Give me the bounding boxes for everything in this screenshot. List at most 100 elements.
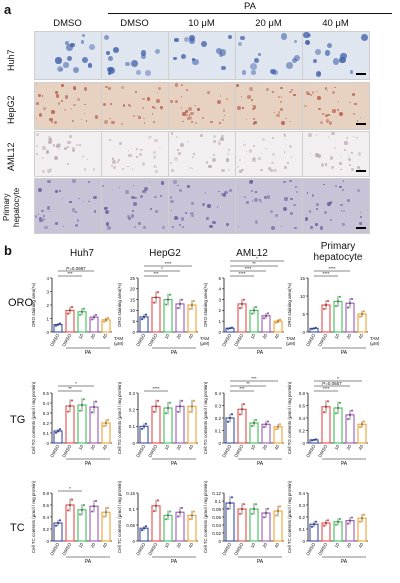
stain-dot bbox=[186, 113, 188, 116]
stain-dot bbox=[289, 90, 292, 93]
x-tick-label: 40 bbox=[358, 542, 365, 549]
y-tick-label: 0.08 bbox=[212, 507, 221, 512]
stain-dot bbox=[342, 209, 346, 213]
stain-dot bbox=[142, 189, 147, 194]
stain-dot bbox=[36, 101, 39, 105]
pa-group-label: PA bbox=[85, 461, 92, 467]
y-tick-label: 0 bbox=[46, 330, 49, 335]
stain-dot bbox=[293, 55, 300, 61]
stain-dot bbox=[272, 153, 276, 157]
stain-dot bbox=[197, 108, 200, 111]
data-point bbox=[70, 306, 74, 309]
stain-dot bbox=[201, 117, 204, 120]
stain-dot bbox=[181, 226, 184, 228]
stain-dot bbox=[35, 215, 38, 218]
data-point bbox=[140, 427, 144, 430]
data-point bbox=[326, 400, 330, 403]
stain-dot bbox=[205, 216, 210, 221]
pa-group-label: PA bbox=[85, 350, 92, 356]
x-tick-label: 20 bbox=[90, 444, 97, 451]
scale-bar bbox=[356, 73, 366, 75]
stain-dot bbox=[182, 112, 186, 116]
stain-dot bbox=[252, 108, 255, 111]
y-tick-label: 0 bbox=[46, 539, 49, 544]
x-tick-label: 40 bbox=[274, 542, 281, 549]
y-tick-label: 0.6 bbox=[299, 403, 306, 408]
stain-dot bbox=[259, 199, 261, 201]
data-point bbox=[102, 424, 106, 428]
y-tick-label: 0.8 bbox=[299, 391, 306, 396]
data-point bbox=[238, 413, 242, 416]
stain-dot bbox=[160, 181, 165, 186]
stain-dot bbox=[315, 207, 318, 211]
stain-dot bbox=[137, 116, 141, 119]
data-point bbox=[66, 312, 70, 315]
stain-dot bbox=[117, 158, 121, 162]
stain-dot bbox=[173, 179, 177, 184]
stain-dot bbox=[50, 168, 53, 171]
data-point bbox=[180, 298, 184, 301]
x-tick-label: DMSO bbox=[305, 542, 316, 557]
data-point bbox=[70, 498, 74, 501]
stain-dot bbox=[252, 144, 255, 147]
data-point bbox=[152, 509, 156, 513]
y-tick-label: 0.12 bbox=[212, 491, 221, 496]
stain-dot bbox=[254, 220, 259, 224]
pa-header-line bbox=[108, 13, 392, 14]
stain-dot bbox=[280, 33, 288, 41]
data-point bbox=[350, 409, 354, 412]
stain-dot bbox=[187, 115, 192, 120]
stain-dot bbox=[358, 222, 363, 226]
y-tick-label: 0.4 bbox=[43, 515, 50, 520]
micrograph-tile bbox=[34, 82, 102, 130]
scale-bar bbox=[356, 170, 366, 172]
stain-dot bbox=[238, 158, 242, 162]
stain-dot bbox=[77, 98, 81, 102]
y-tick-label: 0.2 bbox=[129, 407, 136, 412]
stain-dot bbox=[318, 107, 322, 111]
micrograph-tile bbox=[302, 31, 370, 80]
scale-bar bbox=[356, 227, 366, 229]
stain-dot bbox=[150, 136, 153, 138]
stain-dot bbox=[66, 145, 69, 148]
stain-dot bbox=[327, 136, 330, 139]
stain-dot bbox=[105, 222, 110, 226]
stain-dot bbox=[252, 118, 255, 121]
stain-dot bbox=[218, 142, 222, 146]
x-tick-label: DMSO bbox=[49, 542, 60, 557]
stain-dot bbox=[334, 86, 336, 89]
stain-dot bbox=[56, 142, 61, 147]
data-point bbox=[358, 315, 362, 318]
x-tick-label: DMSO bbox=[135, 444, 146, 459]
stain-dot bbox=[160, 108, 163, 111]
stain-dot bbox=[206, 91, 210, 95]
stain-dot bbox=[315, 49, 322, 56]
data-point bbox=[338, 295, 342, 298]
stain-dot bbox=[135, 91, 137, 93]
stain-dot bbox=[76, 144, 78, 146]
stain-dot bbox=[238, 169, 243, 174]
stain-dot bbox=[345, 136, 348, 139]
data-point bbox=[274, 321, 278, 324]
stain-dot bbox=[107, 66, 113, 73]
data-point bbox=[156, 399, 160, 402]
stain-dot bbox=[42, 156, 45, 159]
pa-group-label: PA bbox=[341, 350, 348, 356]
stain-dot bbox=[111, 120, 115, 124]
col-title-huh7: Huh7 bbox=[70, 248, 94, 259]
data-point bbox=[238, 512, 242, 515]
stain-dot bbox=[295, 185, 298, 188]
data-point bbox=[188, 410, 192, 413]
x-tick-label: DMSO bbox=[61, 333, 72, 348]
stain-dot bbox=[182, 120, 184, 123]
x-tick-label: 20 bbox=[90, 333, 97, 340]
y-axis-label: Cell TC contents (μmol / mg protein) bbox=[117, 480, 122, 553]
x-tick-label: DMSO bbox=[305, 444, 316, 459]
tam-label: TAM bbox=[114, 336, 123, 341]
stain-dot bbox=[236, 188, 239, 190]
x-tick-label: 10 bbox=[334, 542, 341, 549]
x-tick-label: 10 bbox=[78, 444, 85, 451]
stain-dot bbox=[48, 140, 52, 144]
stain-dot bbox=[151, 113, 154, 115]
pa-group-label: PA bbox=[257, 559, 264, 565]
